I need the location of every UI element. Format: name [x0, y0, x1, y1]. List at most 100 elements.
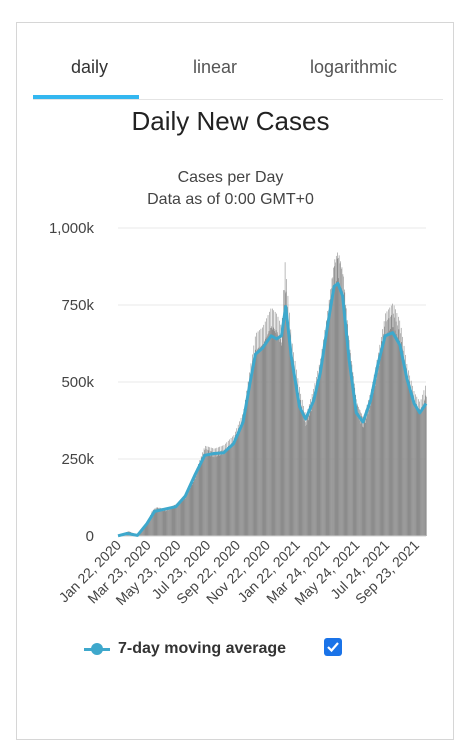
daily-cases-bar	[143, 528, 145, 536]
daily-cases-bar	[185, 494, 186, 536]
daily-cases-bar	[325, 330, 327, 536]
daily-cases-bar	[354, 403, 356, 536]
daily-cases-bar	[281, 318, 283, 536]
daily-cases-bar	[156, 509, 157, 536]
daily-cases-bar	[302, 415, 303, 536]
daily-cases-bar	[335, 255, 337, 536]
daily-cases-bar	[308, 420, 309, 536]
daily-cases-bar	[229, 439, 230, 536]
daily-cases-bar	[341, 267, 343, 536]
daily-cases-bar	[410, 380, 412, 536]
daily-cases-bar	[280, 339, 281, 536]
daily-cases-bar	[390, 305, 392, 536]
daily-cases-bar	[422, 403, 424, 536]
daily-cases-bar	[209, 447, 211, 536]
daily-cases-bar	[170, 506, 171, 536]
daily-cases-bar	[333, 289, 335, 536]
daily-cases-bar	[349, 362, 350, 536]
daily-cases-bar	[279, 320, 280, 536]
moving-average-checkbox[interactable]	[324, 638, 342, 656]
daily-cases-bar	[346, 320, 348, 536]
daily-cases-bar	[346, 333, 347, 536]
daily-cases-bar	[396, 313, 398, 536]
daily-cases-bar	[282, 330, 284, 536]
daily-cases-bar	[360, 423, 362, 536]
daily-cases-bar	[164, 511, 166, 536]
daily-cases-bar	[276, 313, 277, 536]
y-tick-label: 500k	[61, 374, 94, 391]
daily-cases-bar	[374, 385, 376, 536]
daily-cases-bar	[149, 519, 150, 536]
daily-cases-bar	[294, 360, 296, 536]
daily-cases-bar	[179, 504, 180, 536]
daily-cases-bar	[347, 348, 349, 536]
daily-cases-bar	[391, 327, 393, 536]
daily-cases-bar	[171, 506, 173, 536]
tab-logarithmic[interactable]: logarithmic	[310, 57, 398, 77]
daily-cases-bar	[403, 361, 404, 536]
daily-cases-bar	[156, 507, 158, 536]
daily-cases-bar	[163, 511, 165, 536]
daily-cases-bar	[207, 449, 208, 536]
daily-cases-bar	[395, 321, 397, 536]
daily-cases-bar	[416, 396, 418, 536]
daily-cases-bar	[254, 336, 256, 536]
daily-cases-bar	[389, 316, 391, 536]
daily-cases-bar	[367, 405, 368, 536]
daily-cases-bar	[234, 442, 236, 536]
daily-cases-bar	[373, 392, 375, 536]
daily-cases-bar	[235, 437, 237, 536]
tab-daily[interactable]: daily	[71, 57, 109, 77]
daily-cases-bar	[338, 255, 340, 536]
daily-cases-bar	[375, 367, 376, 536]
daily-cases-bar	[153, 509, 154, 536]
daily-cases-bar	[353, 393, 355, 536]
daily-cases-bar	[302, 411, 304, 536]
daily-cases-bar	[362, 426, 363, 536]
daily-cases-bar	[293, 352, 294, 536]
daily-cases-bar	[339, 263, 341, 536]
daily-cases-bar	[158, 507, 160, 536]
daily-cases-bar	[150, 514, 151, 536]
daily-cases-bar	[377, 362, 378, 536]
daily-cases-bar	[202, 452, 203, 536]
daily-cases-bar	[387, 332, 389, 536]
daily-cases-bar	[419, 411, 421, 536]
daily-cases-bar	[353, 376, 354, 536]
daily-cases-bar	[413, 403, 414, 536]
daily-cases-bar	[195, 472, 197, 536]
daily-cases-bar	[281, 345, 282, 536]
daily-cases-bar	[397, 337, 399, 536]
daily-cases-bar	[225, 448, 227, 536]
daily-cases-bar	[326, 320, 327, 536]
daily-cases-bar	[256, 332, 257, 536]
daily-cases-bar	[368, 399, 369, 536]
daily-cases-bar	[303, 405, 304, 536]
daily-cases-bar	[293, 372, 295, 536]
daily-cases-bar	[199, 468, 200, 536]
daily-cases-bar	[223, 445, 225, 536]
daily-cases-bar	[418, 413, 420, 536]
daily-cases-bar	[381, 351, 383, 536]
daily-cases-bar	[336, 281, 338, 536]
daily-cases-bar	[313, 388, 314, 536]
daily-cases-bar	[253, 345, 255, 536]
daily-cases-bar	[175, 504, 176, 536]
tab-linear[interactable]: linear	[193, 57, 238, 77]
daily-cases-bar	[196, 475, 197, 536]
daily-cases-bar	[211, 456, 213, 536]
daily-cases-bar	[282, 316, 284, 536]
daily-cases-bar	[212, 451, 214, 536]
daily-cases-bar	[219, 451, 221, 536]
daily-cases-bar	[159, 510, 160, 536]
daily-cases-bar	[274, 311, 276, 536]
daily-cases-bar	[314, 391, 315, 536]
daily-cases-bar	[326, 338, 328, 536]
daily-cases-bar	[222, 445, 223, 536]
daily-cases-bar	[294, 369, 295, 536]
daily-cases-bar	[348, 335, 349, 536]
daily-cases-bar	[377, 372, 379, 536]
daily-cases-bar	[236, 434, 238, 536]
daily-cases-bar	[420, 399, 422, 536]
daily-cases-bar	[344, 292, 346, 536]
